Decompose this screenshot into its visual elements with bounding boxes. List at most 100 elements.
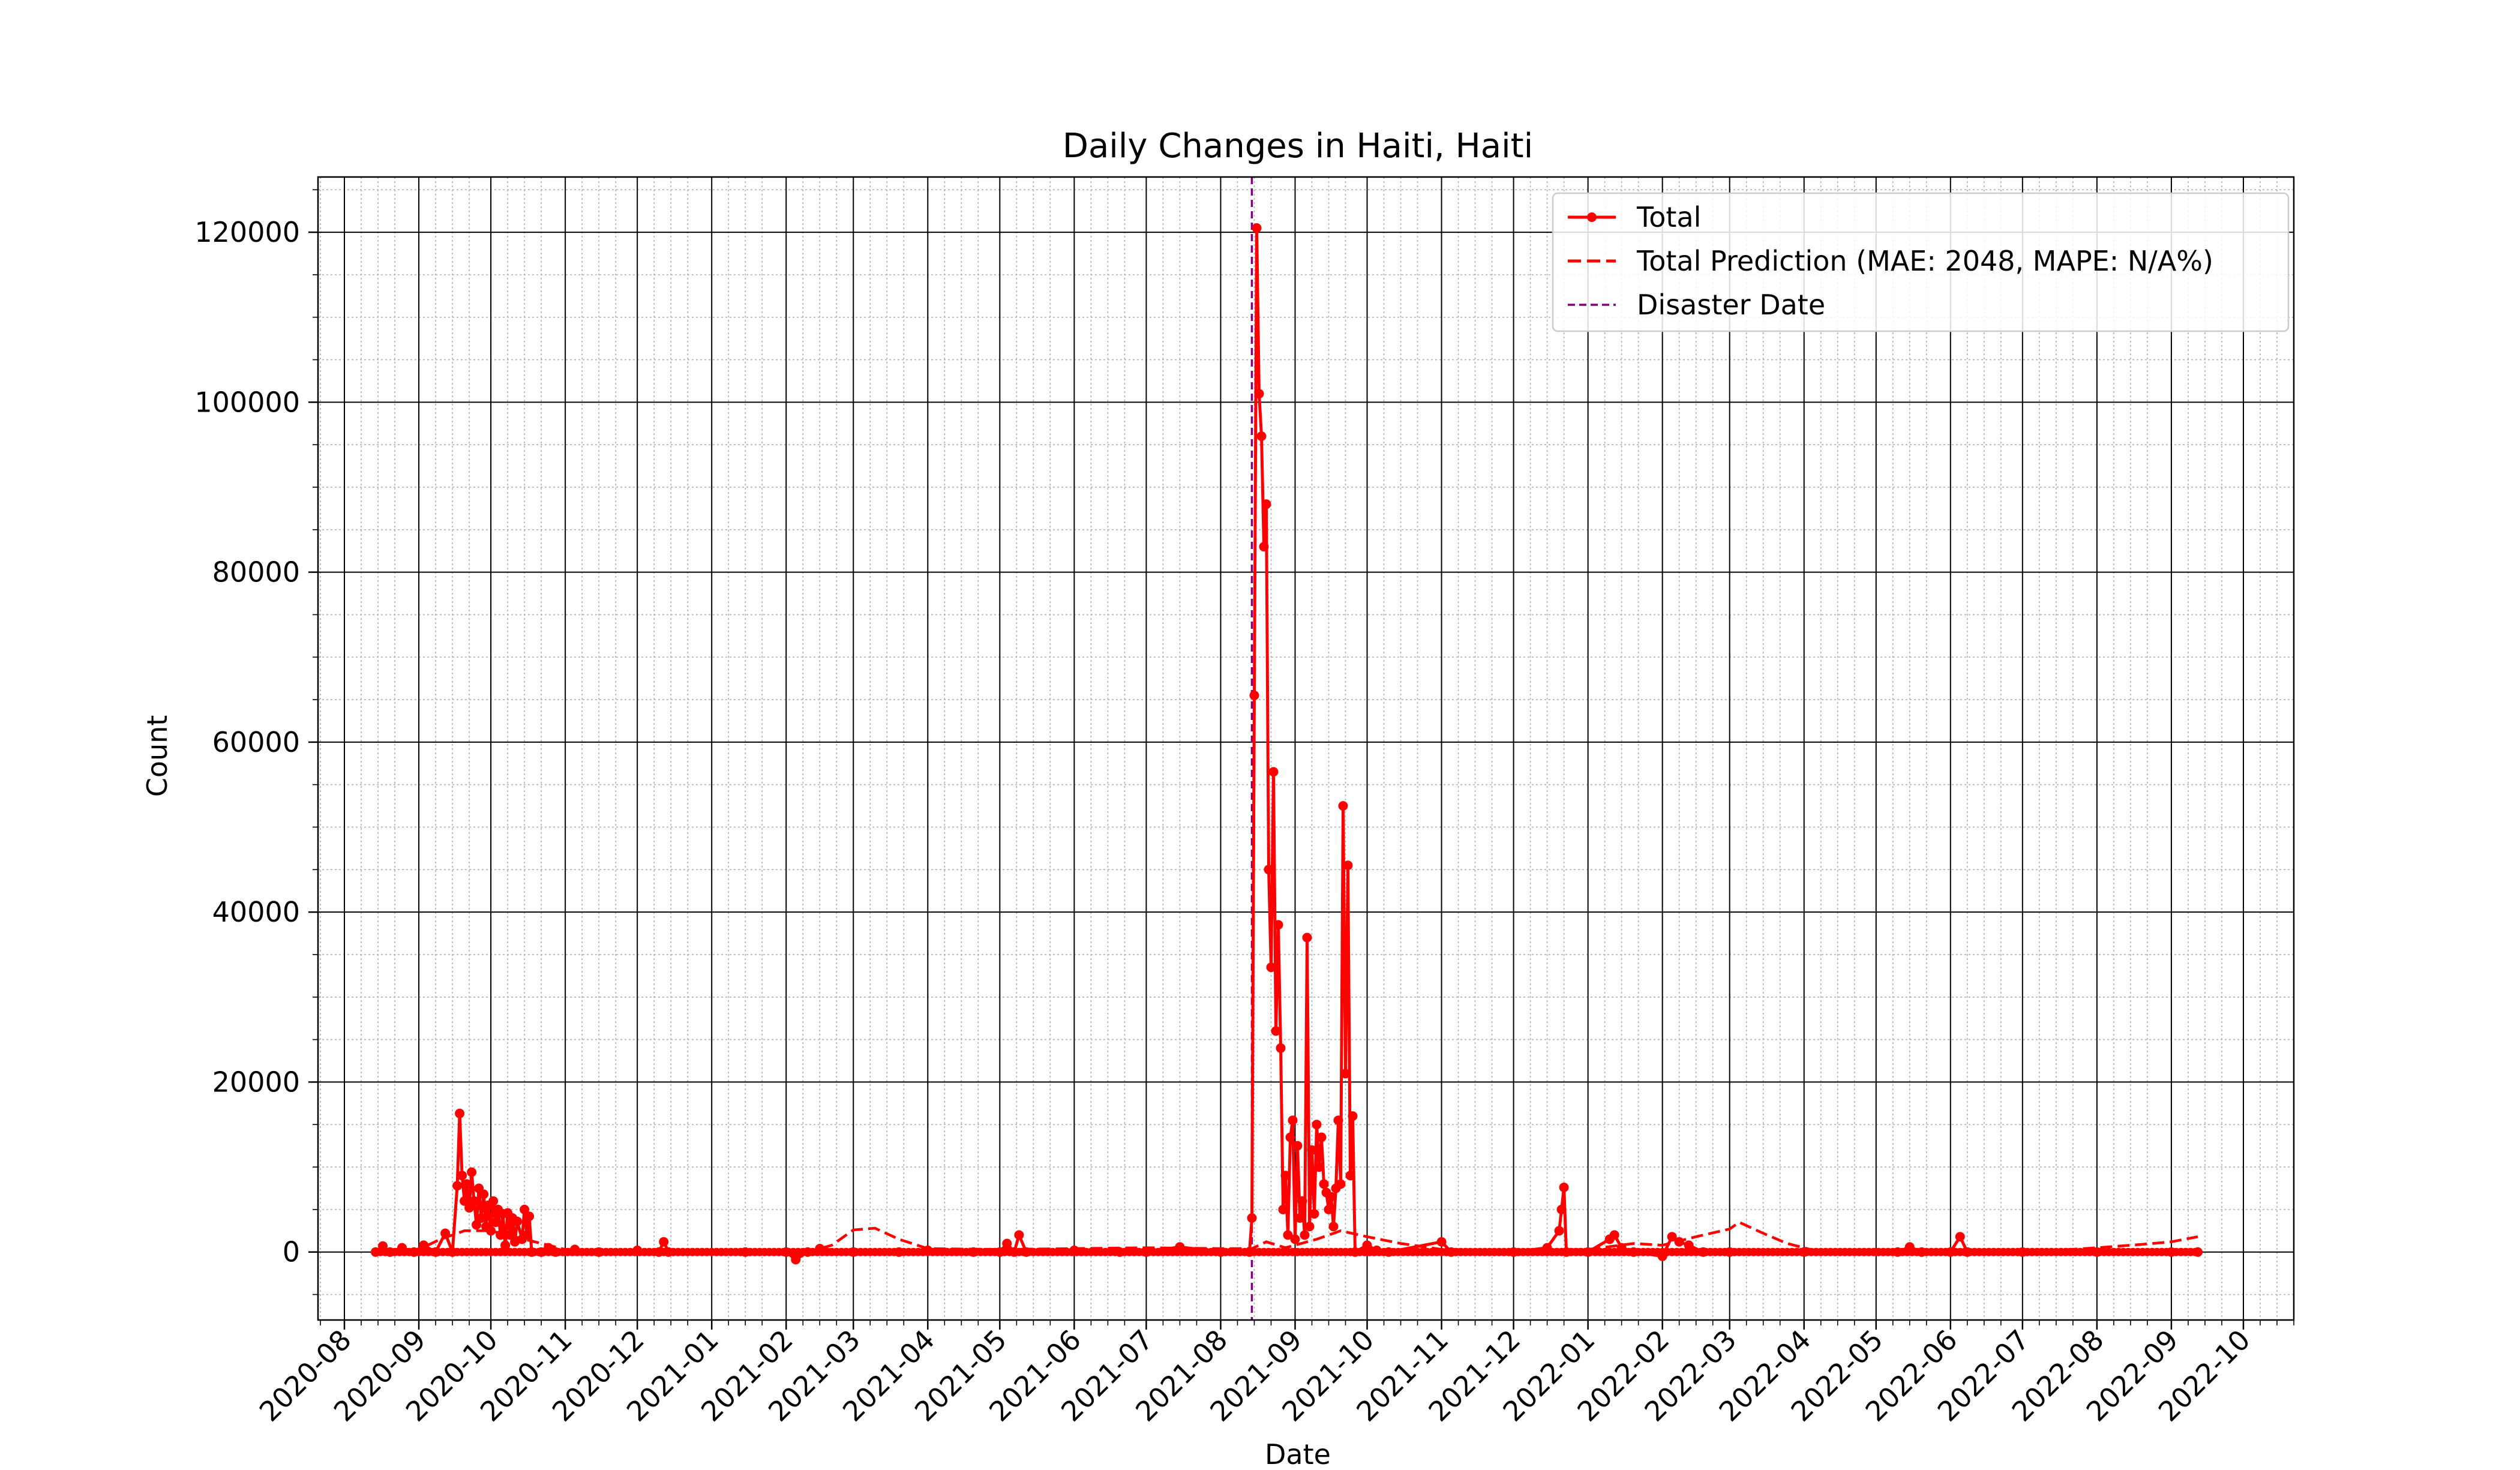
total-data-point <box>486 1226 496 1236</box>
total-data-point <box>1256 431 1267 441</box>
total-data-point <box>1684 1240 1694 1250</box>
total-data-point <box>1288 1115 1298 1126</box>
total-data-point <box>1328 1222 1339 1232</box>
legend-disaster-label: Disaster Date <box>1637 289 1825 321</box>
total-data-point <box>1259 542 1269 552</box>
total-data-point <box>1280 1171 1291 1181</box>
plot-frame <box>317 176 2295 1321</box>
total-data-point <box>505 1230 515 1240</box>
total-data-point <box>1674 1237 1684 1247</box>
total-data-point <box>488 1196 499 1206</box>
y-axis-label: Count <box>141 715 173 797</box>
total-data-point <box>1276 1043 1286 1053</box>
total-data-point <box>1292 1141 1303 1151</box>
total-data-point <box>469 1196 479 1206</box>
y-tick-label: 60000 <box>212 726 300 758</box>
total-data-point <box>452 1181 463 1191</box>
total-data-point <box>1362 1240 1372 1250</box>
y-tick-label: 100000 <box>194 386 300 418</box>
total-data-point <box>419 1240 429 1250</box>
total-data-point <box>1345 1171 1355 1181</box>
y-tick-label: 40000 <box>212 896 300 928</box>
total-data-point <box>496 1230 506 1240</box>
total-data-point <box>659 1237 669 1247</box>
total-data-point <box>1273 920 1283 930</box>
total-data-point <box>1314 1162 1324 1172</box>
total-data-point <box>1300 1230 1310 1240</box>
total-data-point <box>440 1228 451 1238</box>
total-data-point <box>1333 1115 1343 1126</box>
total-data-point <box>1252 223 1262 233</box>
total-data-point <box>1297 1196 1307 1206</box>
total-data-point <box>462 1179 472 1189</box>
y-tick-label: 120000 <box>194 216 300 248</box>
total-data-point <box>467 1167 477 1177</box>
total-data-point <box>1667 1232 1677 1242</box>
total-data-point <box>1014 1230 1024 1240</box>
total-data-point <box>1285 1132 1295 1142</box>
y-tick-label: 80000 <box>212 556 300 589</box>
total-data-point <box>1609 1230 1619 1240</box>
total-series-markers <box>371 223 2203 1265</box>
total-data-point <box>1312 1120 1322 1130</box>
total-data-point <box>1436 1237 1447 1247</box>
chart-title: Daily Changes in Haiti, Haiti <box>1063 127 1533 166</box>
total-data-point <box>491 1217 501 1228</box>
total-baseline-point <box>2191 1247 2200 1256</box>
total-data-point <box>1002 1238 1012 1249</box>
total-data-point <box>1268 767 1279 777</box>
total-data-point <box>791 1255 801 1265</box>
total-data-point <box>1278 1204 1288 1214</box>
total-data-point <box>1340 1069 1351 1079</box>
total-data-point <box>1307 1145 1317 1155</box>
total-data-point <box>1304 1222 1315 1232</box>
total-data-point <box>1324 1204 1334 1214</box>
total-data-point <box>1343 860 1353 871</box>
total-data-point <box>472 1220 482 1230</box>
total-data-point <box>1295 1213 1305 1223</box>
total-data-point <box>1319 1179 1329 1189</box>
total-data-point <box>1326 1192 1336 1202</box>
total-data-point <box>457 1171 467 1181</box>
total-data-point <box>1264 865 1274 875</box>
y-tick-label: 20000 <box>212 1066 300 1098</box>
total-data-point <box>1955 1232 1965 1242</box>
total-data-point <box>455 1108 465 1118</box>
total-data-point <box>1254 389 1264 399</box>
total-data-point <box>1316 1132 1327 1142</box>
total-data-point <box>1336 1179 1346 1189</box>
series-layer <box>371 177 2203 1320</box>
legend-prediction-label: Total Prediction (MAE: 2048, MAPE: N/A%) <box>1636 245 2213 277</box>
total-data-point <box>522 1230 532 1240</box>
total-data-point <box>1261 499 1271 509</box>
total-data-point <box>510 1237 520 1247</box>
total-data-point <box>1554 1226 1564 1236</box>
total-data-point <box>1271 1026 1281 1036</box>
total-data-point <box>1338 801 1348 811</box>
total-data-point <box>524 1211 535 1222</box>
total-data-point <box>464 1203 475 1213</box>
total-data-point <box>1283 1230 1293 1240</box>
total-data-point <box>512 1216 523 1226</box>
legend-total-marker <box>1587 212 1597 222</box>
total-data-point <box>1249 691 1259 700</box>
total-data-point <box>1559 1183 1569 1192</box>
total-data-point <box>1348 1111 1358 1121</box>
total-data-point <box>1556 1204 1567 1214</box>
total-data-point <box>1247 1213 1257 1223</box>
total-data-point <box>520 1204 530 1214</box>
total-data-point <box>1309 1209 1319 1219</box>
total-data-point <box>1266 962 1276 973</box>
y-tick-label: 0 <box>283 1236 300 1268</box>
legend: Total Total Prediction (MAE: 2048, MAPE:… <box>1552 192 2290 332</box>
total-data-point <box>1290 1234 1300 1244</box>
total-data-point <box>500 1240 511 1250</box>
legend-total-label: Total <box>1636 201 1701 233</box>
total-data-point <box>1302 932 1312 943</box>
legend-box <box>1552 192 2290 332</box>
x-axis-label: Date <box>1265 1438 1331 1470</box>
total-data-point <box>479 1189 489 1199</box>
y-axis-ticks: 0 20000 40000 60000 80000 100000 120000 <box>194 216 318 1268</box>
total-data-point <box>476 1213 487 1223</box>
